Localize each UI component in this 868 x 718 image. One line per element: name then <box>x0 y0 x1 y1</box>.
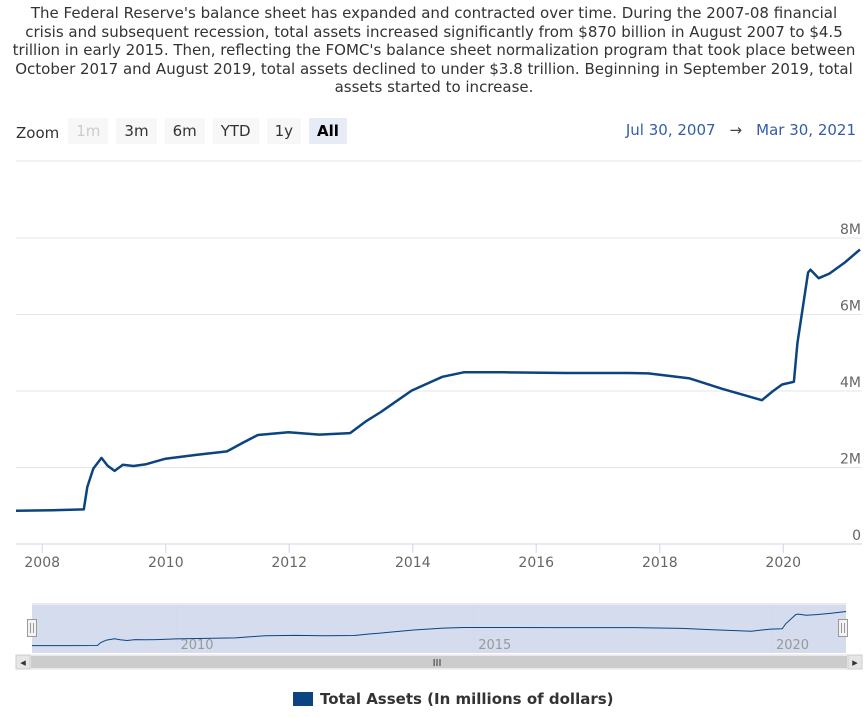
chart-description: The Federal Reserve's balance sheet has … <box>12 4 856 96</box>
y-tick-label: 6M <box>840 299 861 315</box>
navigator[interactable]: 2010 2015 2020 <box>27 603 848 653</box>
x-axis-ticks <box>41 544 784 553</box>
navigator-labels: 2010 2015 2020 <box>180 638 809 653</box>
zoom-1y-button[interactable]: 1y <box>266 118 302 144</box>
range-arrow: → <box>729 121 743 139</box>
x-tick-label: 2018 <box>642 555 678 571</box>
legend-label[interactable]: Total Assets (In millions of dollars) <box>320 690 614 708</box>
x-tick-label: 2020 <box>765 555 801 571</box>
x-tick-label: 2010 <box>148 555 184 571</box>
scrollbar-left-button[interactable] <box>15 654 31 670</box>
zoom-ytd-button[interactable]: YTD <box>212 118 259 144</box>
navigator-right-handle[interactable] <box>838 619 848 637</box>
navigator-left-handle[interactable] <box>27 619 37 637</box>
x-tick-label: 2008 <box>24 555 60 571</box>
y-gridlines <box>16 237 862 468</box>
y-tick-label: 2M <box>840 452 861 468</box>
x-tick-label: 2016 <box>518 555 554 571</box>
scrollbar-right-button[interactable] <box>847 654 863 670</box>
navigator-label: 2015 <box>478 638 511 653</box>
range-from-input[interactable]: Jul 30, 2007 <box>625 121 716 139</box>
y-tick-label: 8M <box>840 222 861 238</box>
scrollbar[interactable]: ◂ ▸ III <box>15 654 863 670</box>
scrollbar-grip: III <box>433 658 442 669</box>
scrollbar-thumb[interactable] <box>31 656 847 668</box>
y-axis-tick-labels: 0 2M 4M 6M 8M <box>840 222 861 544</box>
date-range-display: Jul 30, 2007 → Mar 30, 2021 <box>626 121 856 139</box>
x-tick-label: 2012 <box>271 555 307 571</box>
zoom-all-button[interactable]: All <box>309 118 347 144</box>
x-tick-label: 2014 <box>395 555 431 571</box>
arrow-right-icon: ▸ <box>852 656 858 669</box>
navigator-series-line <box>32 611 847 647</box>
legend-swatch <box>293 692 313 706</box>
zoom-selector: Zoom 1m 3m 6m YTD 1y All <box>16 118 355 144</box>
navigator-label: 2010 <box>180 638 213 653</box>
arrow-left-icon: ◂ <box>20 656 26 669</box>
y-tick-label: 0 <box>852 528 861 544</box>
range-to-input[interactable]: Mar 30, 2021 <box>756 121 856 139</box>
zoom-3m-button[interactable]: 3m <box>116 118 157 144</box>
zoom-6m-button[interactable]: 6m <box>164 118 205 144</box>
zoom-1m-button[interactable]: 1m <box>68 118 109 144</box>
navigator-mask[interactable] <box>32 605 846 653</box>
x-axis-tick-labels: 2008 2010 2012 2014 2016 2018 2020 <box>24 555 801 571</box>
series-line-total-assets <box>15 248 861 512</box>
zoom-label: Zoom <box>16 123 60 142</box>
navigator-label: 2020 <box>776 638 809 653</box>
y-tick-label: 4M <box>840 375 861 391</box>
legend[interactable]: Total Assets (In millions of dollars) <box>293 690 614 708</box>
